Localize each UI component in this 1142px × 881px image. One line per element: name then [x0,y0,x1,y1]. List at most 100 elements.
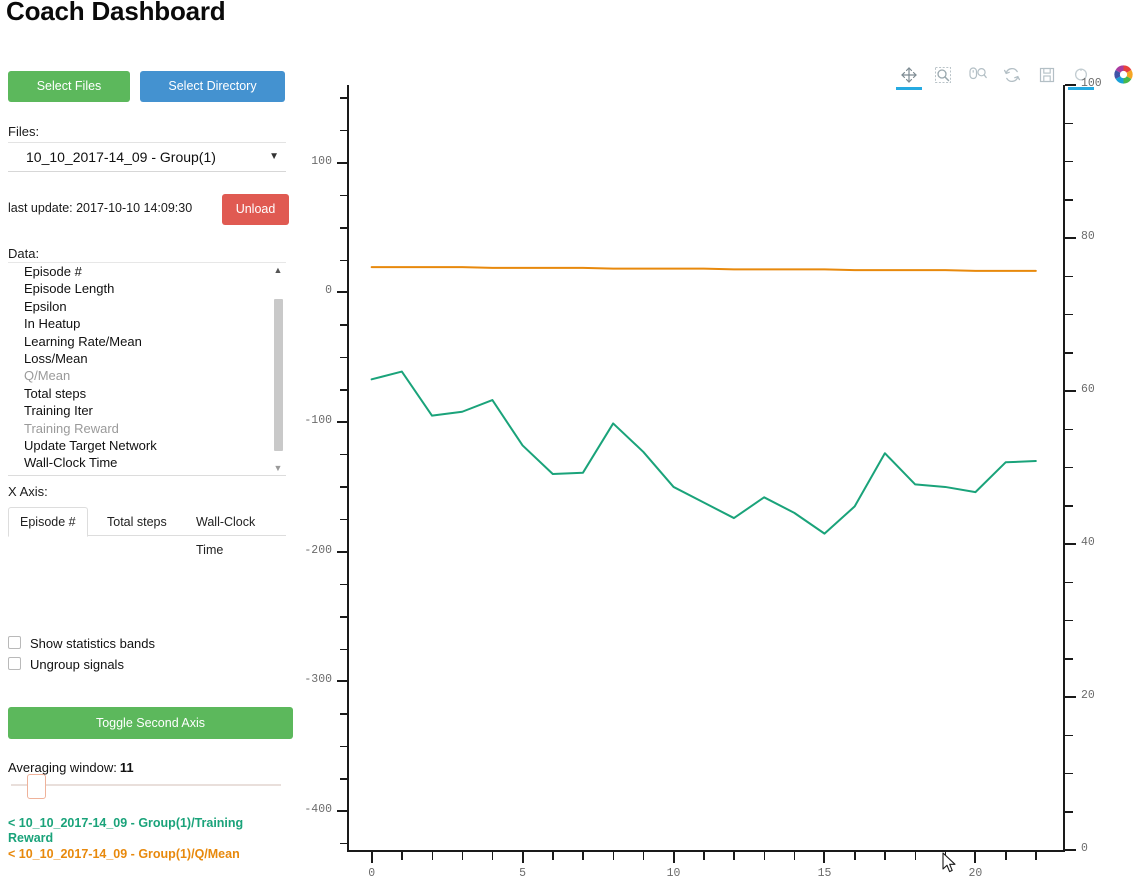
checkbox-icon[interactable] [8,657,21,670]
axis-tick [823,852,826,863]
axis-tick [340,194,348,197]
axis-tick [1065,734,1073,737]
axis-tick [944,852,947,860]
axis-tick [1065,849,1076,851]
wheel-zoom-tool-icon[interactable] [963,60,993,90]
right-axis-line [1063,85,1065,851]
plot-toolbar [894,60,1096,90]
axis-tick [1065,811,1073,813]
averaging-window-slider-handle[interactable] [27,774,46,799]
reset-tool-icon[interactable] [997,60,1027,90]
axis-tick [340,389,348,391]
checkbox-icon[interactable] [8,636,21,649]
show-statistics-bands-label: Show statistics bands [30,636,156,651]
pan-tool-icon[interactable] [894,60,924,90]
data-list-item[interactable]: Training Reward [24,420,119,436]
axis-tick-label: 20 [1081,689,1095,702]
data-list-item[interactable]: Total steps [24,385,87,401]
show-statistics-bands-checkbox[interactable]: Show statistics bands [8,636,155,651]
axis-tick [1065,696,1076,698]
sidebar: Select Files Select Directory Files: 10_… [0,62,300,862]
averaging-window-label: Averaging window: [8,760,117,775]
axis-tick [672,852,675,863]
axis-tick [401,852,403,860]
files-select-value: 10_10_2017-14_09 - Group(1) [26,149,216,165]
axis-tick-label: -100 [304,414,332,428]
axis-tick [552,852,554,860]
data-list-item[interactable]: Loss/Mean [24,351,88,367]
axis-tick [1065,352,1073,354]
data-list-item[interactable]: Epsilon [24,298,67,314]
axis-tick [1065,199,1073,201]
data-list-item[interactable]: Q/Mean [24,368,71,384]
data-list-item[interactable]: Wall-Clock Time [24,455,118,471]
data-list-item[interactable]: Episode # [24,264,82,279]
axis-tick [1065,237,1076,239]
axis-tick-label: 0 [325,284,332,298]
axis-tick [340,324,348,326]
axis-tick [370,852,373,863]
axis-tick [642,852,645,860]
toggle-second-axis-button[interactable]: Toggle Second Axis [8,707,293,739]
unload-button[interactable]: Unload [222,194,289,225]
axis-tick [340,843,348,845]
axis-tick [340,259,348,261]
ungroup-signals-checkbox[interactable]: Ungroup signals [8,657,124,672]
axis-tick [1065,428,1073,431]
axis-tick [1065,581,1073,584]
x-axis-label: X Axis: [8,484,48,499]
data-list-item[interactable]: Training Iter [24,403,93,419]
page-title: Coach Dashboard [6,0,226,26]
files-select[interactable]: 10_10_2017-14_09 - Group(1) ▼ [8,142,286,172]
axis-tick [337,421,348,424]
axis-tick [582,852,584,860]
axis-tick [1065,314,1073,316]
axis-tick [340,97,348,99]
axis-tick [1065,773,1073,775]
axis-tick [337,810,348,813]
axis-tick [1065,390,1076,392]
axis-tick [1065,161,1073,163]
data-list-item[interactable]: Episode Length [24,281,115,297]
axis-tick [1065,84,1076,86]
save-tool-icon[interactable] [1032,60,1062,90]
axis-tick-label: 5 [519,867,527,880]
averaging-window-slider-track[interactable] [11,784,281,786]
axis-tick-label: 40 [1081,536,1095,549]
data-list-item[interactable]: Learning Rate/Mean [24,333,142,349]
hover-tool-icon[interactable] [1066,60,1096,90]
axis-tick [1065,275,1073,278]
files-label: Files: [8,124,40,139]
axis-tick [763,852,765,860]
x-axis-tab-2[interactable]: Wall-Clock Time [196,515,256,557]
scrollbar-thumb[interactable] [274,299,283,451]
data-signal-list[interactable]: Episode # Episode Length Epsilon In Heatup L… [8,262,286,476]
axis-tick [340,518,348,521]
axis-tick [974,852,977,863]
x-axis-tab-1[interactable]: Total steps [107,515,167,529]
last-update-text: last update: 2017-10-10 14:09:30 [8,201,193,215]
axis-tick-label: 0 [1081,842,1088,855]
x-axis-tab-0[interactable]: Episode # [8,507,88,537]
chevron-down-icon: ▼ [269,151,279,162]
data-list-item[interactable]: Update Target Network [24,438,157,454]
axis-tick [431,852,433,860]
select-files-button[interactable]: Select Files [8,71,130,102]
axis-tick [703,852,705,860]
legend-item-q-mean[interactable]: < 10_10_2017-14_09 - Group(1)/Q/Mean [8,847,240,861]
scroll-up-icon[interactable]: ▲ [273,265,283,275]
select-directory-button[interactable]: Select Directory [140,71,285,102]
axis-tick [1065,658,1073,660]
series-line [370,266,1037,272]
legend-item-training-reward[interactable]: < 10_10_2017-14_09 - Group(1)/Training R… [8,816,244,845]
box-zoom-tool-icon[interactable] [928,60,958,90]
data-list-scrollbar[interactable]: ▲ ▼ [272,262,284,476]
bokeh-logo-icon[interactable] [1113,64,1134,85]
axis-tick [733,852,735,860]
axis-tick [340,745,348,748]
data-list-item[interactable]: In Heatup [24,316,81,332]
axis-tick [1065,467,1073,469]
axis-tick [521,852,524,863]
axis-tick [914,852,916,860]
scroll-down-icon[interactable]: ▼ [273,463,283,473]
